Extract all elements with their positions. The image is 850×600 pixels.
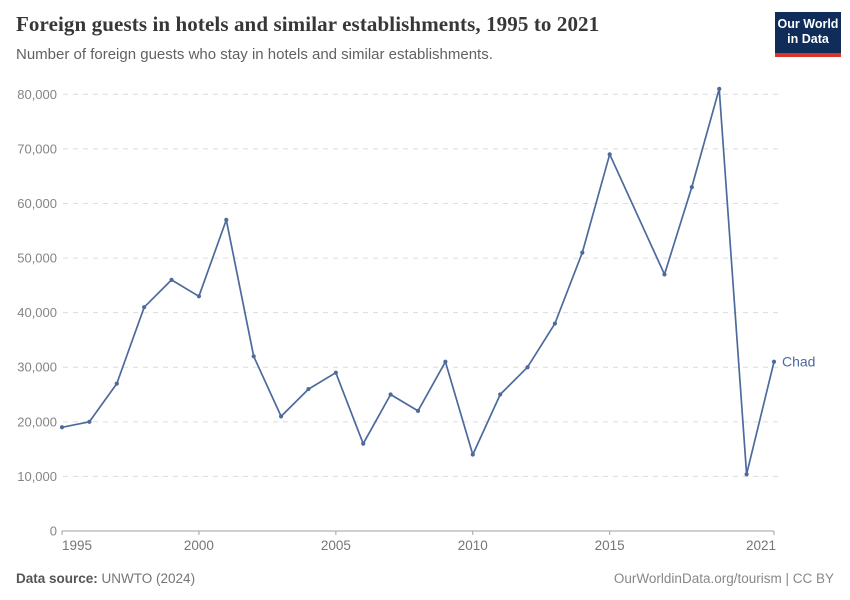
y-axis-tick-label: 60,000 [17,196,57,211]
data-source-value: UNWTO (2024) [101,571,196,586]
data-point[interactable] [87,419,92,424]
data-point[interactable] [142,305,147,310]
data-point[interactable] [251,354,256,359]
data-point[interactable] [415,408,421,414]
x-axis-tick-label: 1995 [62,538,92,553]
x-axis-tick-label: 2005 [321,538,351,553]
data-point[interactable] [498,392,503,397]
entity-label[interactable]: Chad [782,353,815,369]
owid-logo-line1: Our World [777,17,839,31]
owid-logo-line2: in Data [787,32,829,46]
chart-title: Foreign guests in hotels and similar est… [16,12,600,36]
data-point[interactable] [689,184,694,190]
x-axis-tick-label: 2021 [746,538,776,553]
y-axis-tick-label: 50,000 [17,251,57,266]
data-source-note: Data source: UNWTO (2024) [16,571,195,586]
y-axis-tick-label: 40,000 [17,305,57,320]
data-point[interactable] [470,452,475,457]
data-point[interactable] [662,272,667,277]
data-point[interactable] [306,386,311,392]
chart-footer: Data source: UNWTO (2024) OurWorldinData… [16,571,834,586]
data-point[interactable] [607,152,612,157]
data-point[interactable] [333,370,338,375]
data-point[interactable] [443,359,448,364]
data-point[interactable] [744,472,749,477]
data-source-label: Data source: [16,571,98,586]
data-point[interactable] [59,425,65,430]
data-point[interactable] [388,392,393,397]
data-point[interactable] [114,381,119,386]
data-point[interactable] [196,294,202,299]
y-axis-tick-label: 0 [50,524,57,539]
data-point[interactable] [771,359,777,364]
y-axis-tick-label: 80,000 [17,87,57,102]
data-point[interactable] [552,321,558,326]
data-point[interactable] [717,86,722,91]
data-point[interactable] [224,217,229,222]
owid-logo[interactable]: Our World in Data [775,12,841,57]
y-axis-tick-label: 70,000 [17,141,57,156]
owid-url-link[interactable]: OurWorldinData.org/tourism | CC BY [613,571,834,586]
y-axis-tick-label: 10,000 [17,469,57,484]
y-axis-tick-label: 30,000 [17,360,57,375]
data-point[interactable] [169,277,174,282]
x-axis-tick-label: 2010 [458,538,488,553]
x-axis-tick-label: 2015 [595,538,625,553]
data-line-chad[interactable] [61,87,775,476]
data-point[interactable] [525,365,530,370]
y-axis-tick-label: 20,000 [17,414,57,429]
data-point[interactable] [580,250,585,255]
chart-subtitle: Number of foreign guests who stay in hot… [16,46,493,63]
data-point[interactable] [278,414,284,419]
x-axis-tick-label: 2000 [184,538,214,553]
data-point[interactable] [361,441,366,446]
